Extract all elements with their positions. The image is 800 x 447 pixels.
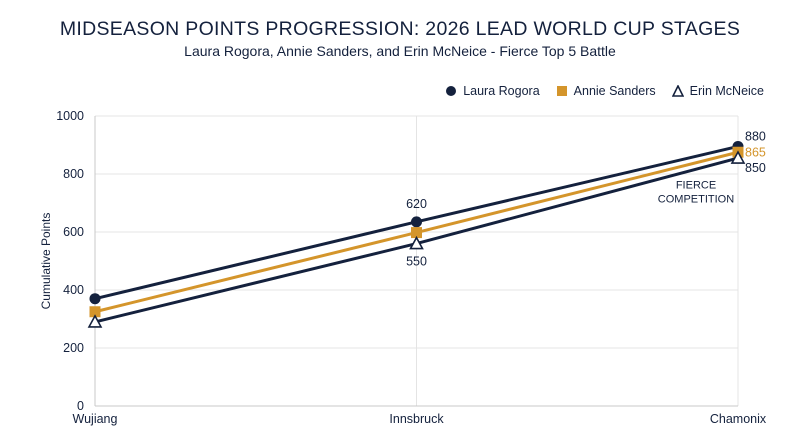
data-label: 620: [406, 197, 427, 211]
chart-title: MIDSEASON POINTS PROGRESSION: 2026 LEAD …: [59, 18, 741, 40]
y-tick-label: 600: [63, 225, 84, 239]
x-tick-label: Innsbruck: [389, 412, 444, 426]
y-tick-label: 400: [63, 283, 84, 297]
y-tick-label: 200: [63, 341, 84, 355]
data-point-square: [411, 227, 422, 239]
legend-label: Erin McNeice: [689, 84, 764, 98]
legend-label: Annie Sanders: [573, 84, 656, 98]
y-tick-label: 0: [77, 399, 84, 413]
triangle-marker-icon: [671, 85, 684, 97]
data-point-triangle: [87, 314, 103, 328]
data-point-circle: [411, 216, 422, 228]
data-label: 850: [745, 161, 766, 175]
data-point-circle: [89, 293, 101, 305]
data-point-triangle: [730, 150, 746, 164]
data-label: 880: [745, 129, 766, 143]
data-label: 550: [406, 255, 427, 269]
legend-label: Laura Rogora: [463, 84, 540, 98]
annotation-text: COMPETITION: [658, 193, 734, 205]
annotation-text: FIERCE: [676, 179, 716, 191]
legend-item-erin-mcneice: Erin McNeice: [671, 84, 764, 98]
x-tick-label: Chamonix: [710, 412, 767, 426]
data-label: 865: [745, 145, 766, 159]
square-marker-icon: [556, 86, 567, 96]
circle-marker-icon: [446, 86, 457, 96]
y-tick-label: 1000: [56, 109, 84, 123]
chart-subtitle: Laura Rogora, Annie Sanders, and Erin Mc…: [184, 43, 616, 59]
data-point-triangle: [409, 235, 424, 250]
x-tick-label: Wujiang: [73, 412, 118, 426]
legend: Laura Rogora Annie Sanders Erin McNeice: [445, 84, 764, 98]
data-point-square: [89, 306, 101, 318]
y-tick-label: 800: [63, 167, 84, 181]
legend-item-laura-rogora: Laura Rogora: [445, 84, 540, 98]
legend-item-annie-sanders: Annie Sanders: [556, 84, 656, 98]
y-axis-label: Cumulative Points: [39, 213, 53, 310]
